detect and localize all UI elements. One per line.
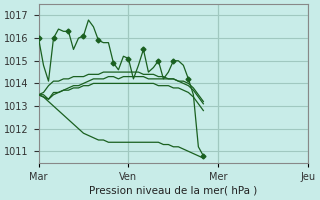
X-axis label: Pression niveau de la mer( hPa ): Pression niveau de la mer( hPa ) [89, 186, 258, 196]
